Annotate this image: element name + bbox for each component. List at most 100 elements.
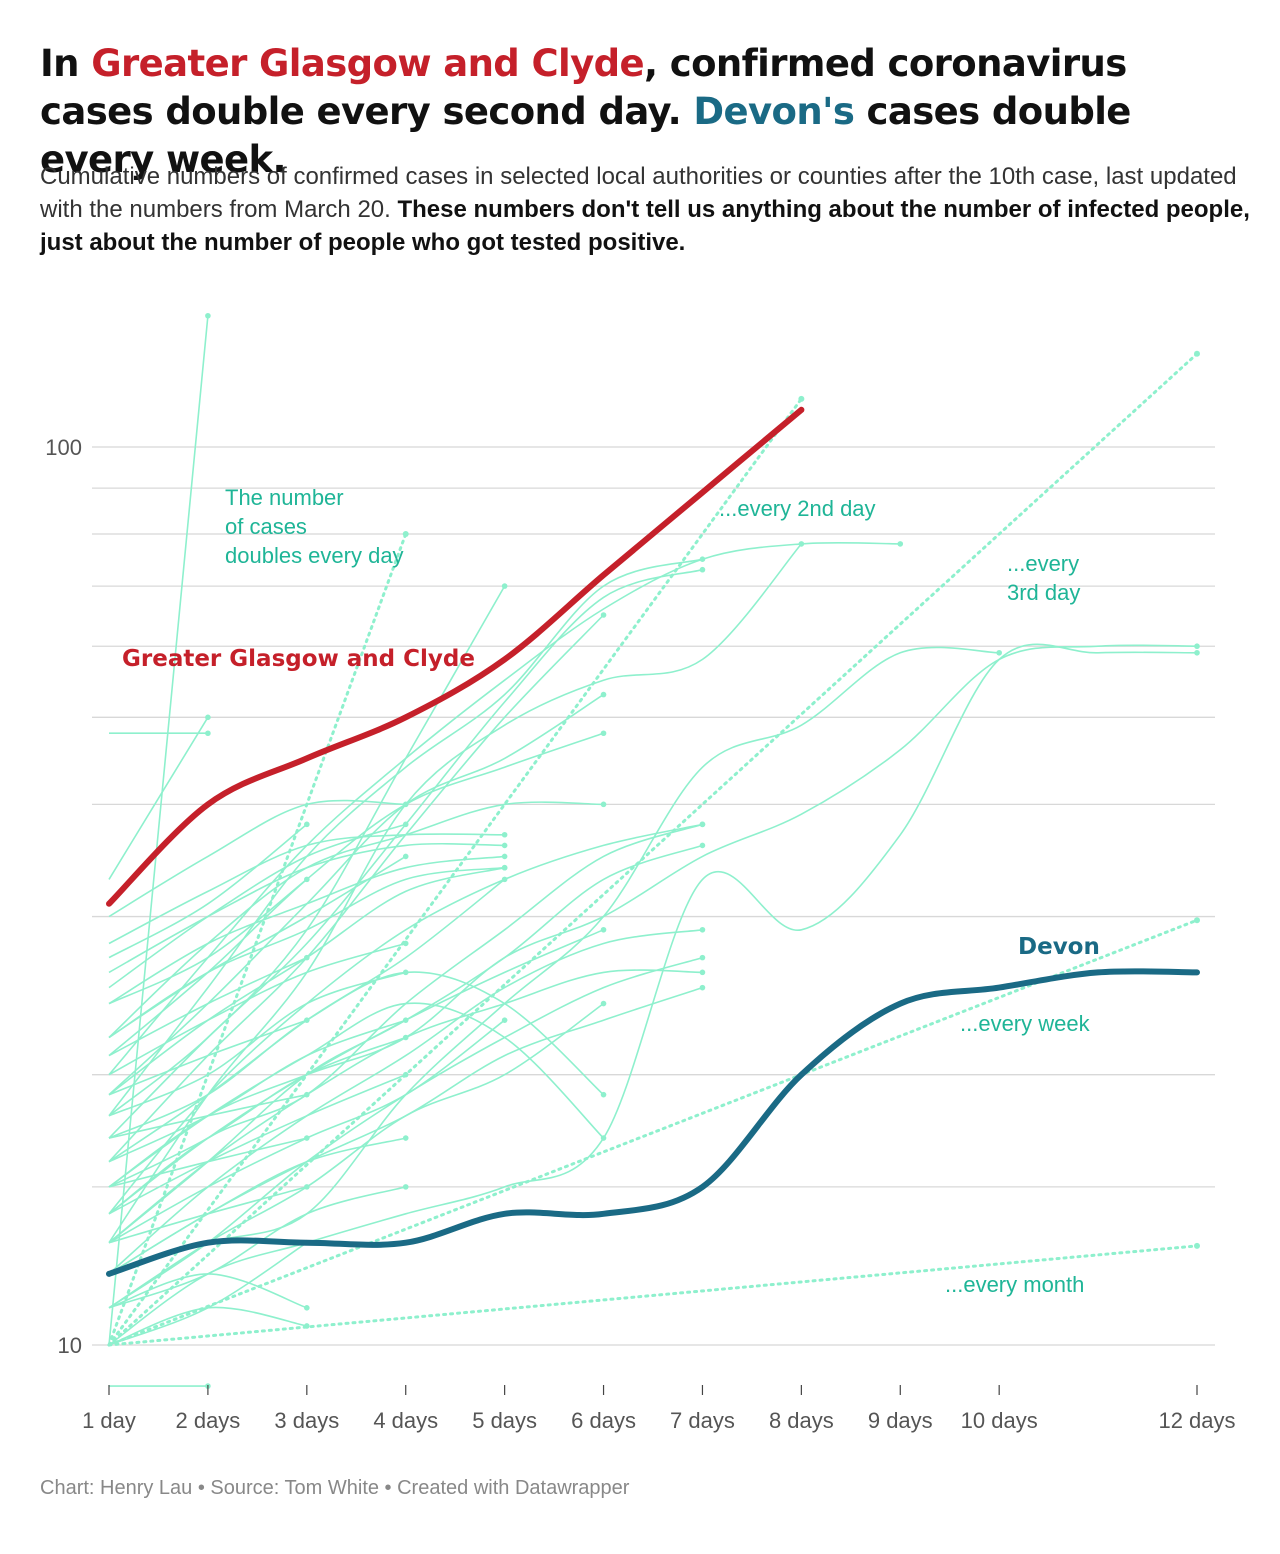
other-series-line: [108, 801, 604, 1039]
other-series-endpoint: [304, 1305, 310, 1311]
other-series-endpoint: [699, 556, 706, 562]
chart-title: In Greater Glasgow and Clyde, confirmed …: [40, 40, 1250, 184]
title-text-2: , confirmed coronavirus cases double eve…: [40, 42, 1127, 133]
label-glasgow: Greater Glasgow and Clyde: [122, 646, 475, 672]
other-series-line: [108, 855, 407, 1039]
title-highlight-devon: Devon's: [693, 90, 855, 133]
doubling-annotation-line: ...every month: [945, 1272, 1084, 1297]
other-series-endpoint: [600, 691, 607, 698]
doubling-line: [107, 532, 408, 1347]
other-series-line: [108, 1019, 406, 1163]
other-series-line: [108, 855, 505, 1005]
doubling-annotation-line: of cases: [225, 514, 307, 539]
other-series-endpoint: [402, 853, 409, 860]
other-series-line: [108, 833, 505, 945]
doubling-annotation-line: 3rd day: [1007, 580, 1080, 605]
other-series-line: [108, 823, 406, 989]
other-series-endpoint: [699, 842, 706, 849]
highlight-series-line: [106, 406, 805, 907]
doubling-annotation: ...every month: [945, 1272, 1084, 1297]
x-tick-label: 3 days: [274, 1408, 339, 1433]
other-series-line: [108, 1306, 307, 1346]
other-series-line: [108, 986, 703, 1275]
other-series-endpoint: [1194, 643, 1200, 650]
other-series-endpoint: [600, 1000, 607, 1007]
other-series-endpoint: [996, 649, 1002, 656]
other-series-endpoint: [205, 312, 211, 319]
other-series-endpoint: [205, 714, 211, 721]
other-series-endpoint: [699, 821, 706, 828]
other-series-endpoint: [600, 1135, 607, 1141]
other-series-endpoint: [205, 730, 211, 737]
x-tick-label: 9 days: [868, 1408, 933, 1433]
other-series-endpoint: [501, 853, 508, 860]
x-tick-label: 1 day: [82, 1408, 136, 1433]
doubling-line: [107, 397, 803, 1347]
other-series-line: [108, 585, 506, 1117]
other-series-endpoint: [304, 1184, 310, 1190]
doubling-annotation-line: doubles every day: [225, 543, 404, 568]
other-series-line: [108, 929, 703, 1275]
doubling-line-endpoint: [1194, 1242, 1200, 1249]
other-series-line: [108, 878, 308, 1005]
subtitle-text: Cumulative numbers of confirmed cases in…: [40, 163, 1237, 223]
other-series-endpoint: [501, 583, 508, 589]
other-series-endpoint: [304, 821, 310, 828]
other-series-lines: [108, 312, 1200, 1389]
other-series-line: [108, 942, 406, 1076]
other-series-line: [108, 1273, 308, 1309]
other-series-endpoint: [304, 1135, 310, 1141]
other-series-endpoint: [304, 1091, 310, 1098]
other-series-line: [108, 823, 308, 959]
other-series-line: [108, 541, 901, 1076]
other-series-endpoint: [1194, 649, 1200, 656]
other-series-endpoint: [600, 926, 607, 933]
other-series-line: [108, 1093, 307, 1139]
other-series-endpoint: [699, 954, 706, 961]
doubling-line-endpoint: [402, 531, 409, 538]
other-series-endpoint: [501, 831, 508, 838]
highlight-series-line: [106, 968, 1200, 1277]
other-series-endpoint: [304, 1017, 310, 1023]
other-series-endpoint: [501, 1017, 508, 1023]
other-series-endpoint: [699, 926, 706, 933]
other-series-endpoint: [402, 1135, 409, 1141]
y-tick-label: 10: [58, 1333, 82, 1358]
label-devon: Devon: [1018, 934, 1100, 960]
other-series-line: [108, 646, 1000, 1275]
x-tick-label: 2 days: [175, 1408, 240, 1433]
doubling-annotation-line: The number: [225, 485, 344, 510]
y-tick-label: 100: [45, 435, 82, 460]
other-series-line: [108, 866, 505, 1096]
doubling-line: [107, 352, 1199, 1347]
x-tick-label: 12 days: [1158, 1408, 1235, 1433]
other-series-line: [108, 732, 604, 1057]
other-series-endpoint: [402, 821, 409, 828]
annotations: Greater Glasgow and Clyde Devon The number…: [122, 485, 1100, 1297]
other-series-line: [108, 315, 209, 1346]
other-series-line: [108, 1073, 407, 1215]
other-series-line: [108, 1186, 308, 1244]
doubling-annotation: ...every 3rd day: [1007, 551, 1080, 605]
grid-lines: [92, 446, 1215, 1346]
other-series-line: [108, 956, 703, 1309]
other-series-endpoint: [699, 984, 706, 991]
other-series-line: [108, 866, 505, 1039]
title-text-3: cases double every week.: [40, 90, 1131, 181]
chart-footer: Chart: Henry Lau • Source: Tom White • C…: [40, 1477, 630, 1499]
other-series-line: [108, 956, 308, 1057]
other-series-line: [108, 1137, 307, 1188]
title-text-1: In: [40, 42, 92, 85]
other-series-endpoint: [402, 1017, 409, 1023]
axes: 10 100 1 day 2 days 3 days 4 days 5 days 6 days…: [45, 435, 1235, 1433]
doubling-annotation-line: ...every week: [960, 1011, 1091, 1036]
other-series-endpoint: [897, 541, 904, 547]
other-series-endpoint: [600, 801, 607, 808]
other-series-line: [108, 693, 604, 1096]
other-series-endpoint: [402, 1184, 409, 1190]
doubling-annotation-line: ...every 2nd day: [719, 496, 876, 521]
other-series-endpoint: [600, 730, 607, 737]
other-series-endpoint: [699, 969, 706, 976]
